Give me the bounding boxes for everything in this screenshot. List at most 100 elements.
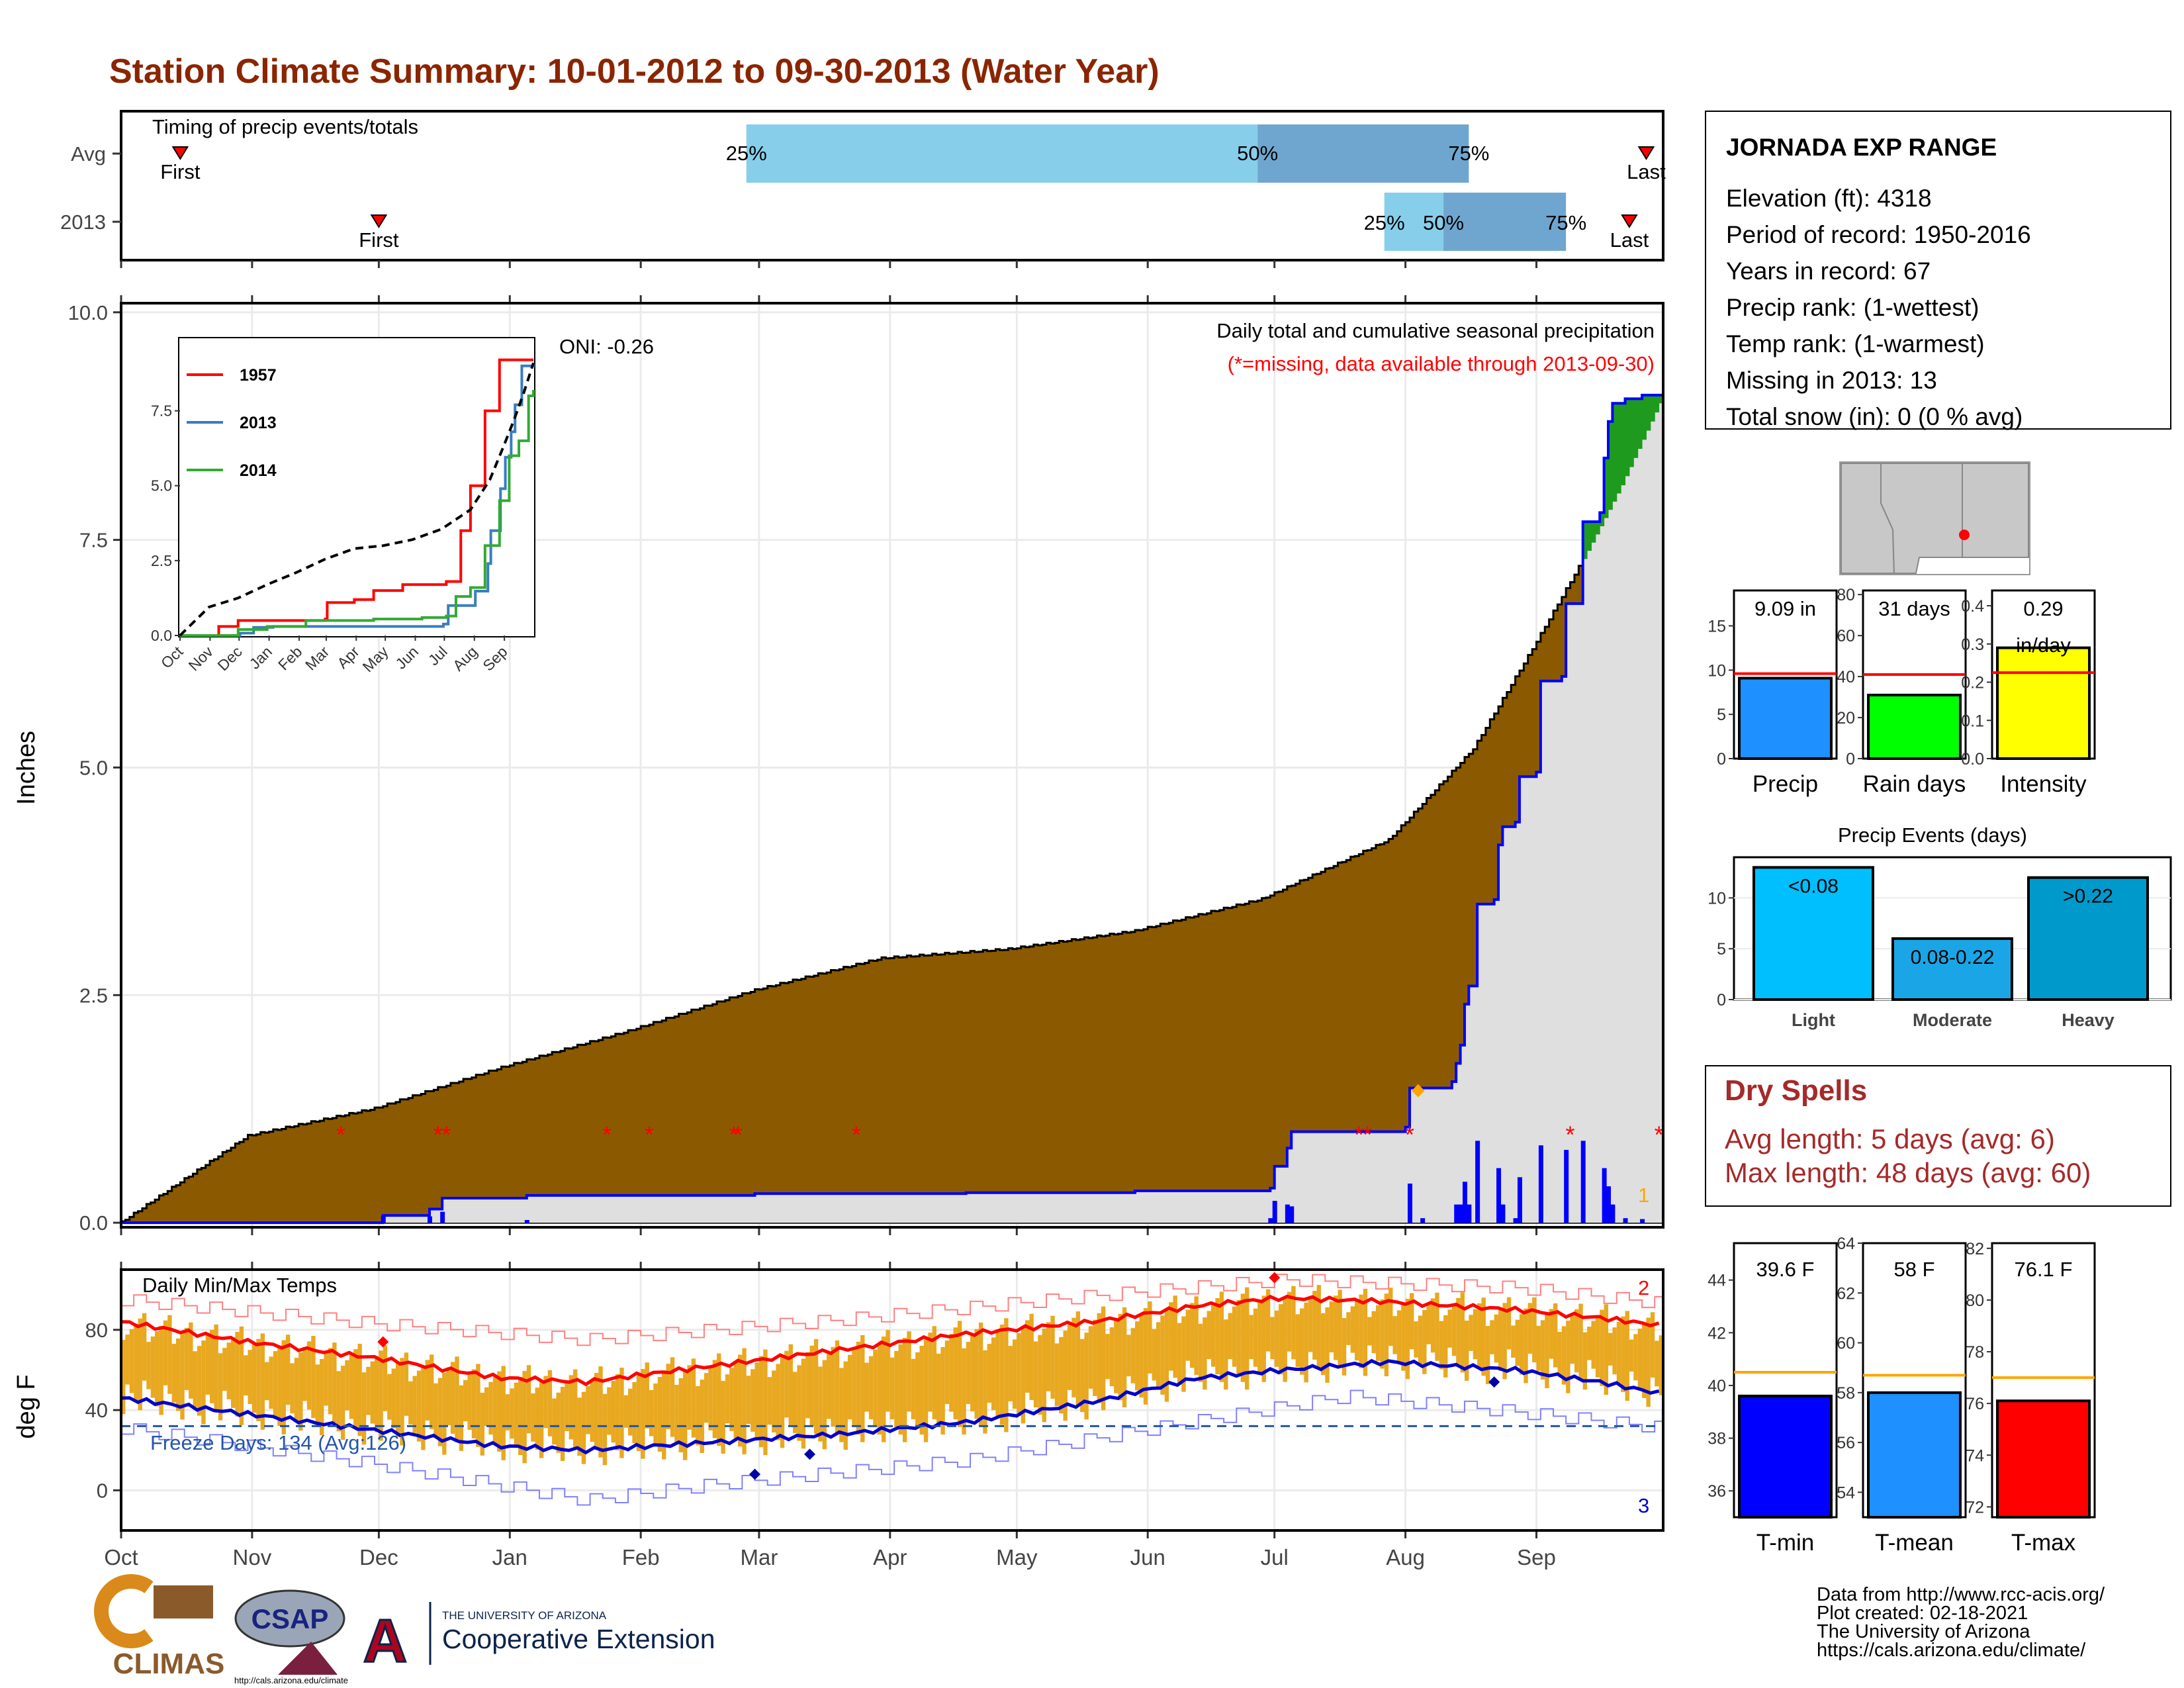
daily-temp-bar xyxy=(1021,1327,1026,1424)
daily-temp-bar xyxy=(902,1338,907,1442)
summary-value-bar xyxy=(1996,646,2091,760)
temp-record-marker xyxy=(377,1336,389,1348)
daily-temp-bar xyxy=(1126,1335,1131,1377)
daily-temp-bar xyxy=(1557,1331,1562,1376)
daily-temp-bar xyxy=(966,1342,971,1405)
missing-marker: * xyxy=(852,1121,861,1148)
first-event-marker xyxy=(171,146,189,160)
dry-spells-avg: Avg length: 5 days (avg: 6) xyxy=(1725,1123,2055,1154)
daily-temp-bar xyxy=(1042,1329,1046,1423)
daily-temp-bar xyxy=(1637,1329,1643,1389)
daily-temp-bar xyxy=(1561,1326,1567,1385)
daily-precip-bar xyxy=(1289,1206,1295,1223)
daily-temp-bar xyxy=(1025,1320,1030,1393)
dry-spells-max: Max length: 48 days (avg: 60) xyxy=(1725,1157,2091,1188)
credit-line: Data from http://www.rcc-acis.org/ xyxy=(1817,1584,2105,1605)
daily-temp-bar xyxy=(1371,1311,1376,1354)
temp-ylabel: deg F xyxy=(13,1374,40,1438)
above-average-fill xyxy=(1629,399,1634,467)
daily-temp-bar xyxy=(455,1356,459,1442)
daily-temp-bar xyxy=(1430,1298,1435,1353)
daily-temp-bar xyxy=(349,1354,354,1419)
temp-xtick-label: Jun xyxy=(1130,1545,1165,1570)
missing-marker: * xyxy=(1354,1121,1363,1148)
daily-temp-bar xyxy=(492,1376,498,1444)
daily-temp-bar xyxy=(226,1342,231,1399)
daily-temp-bar xyxy=(683,1372,688,1460)
daily-temp-bar xyxy=(868,1356,874,1420)
daily-temp-bar xyxy=(1291,1286,1296,1360)
daily-temp-bar xyxy=(1148,1301,1152,1374)
daily-precip-bar xyxy=(1500,1204,1506,1223)
dry-frame xyxy=(1705,1065,2171,1207)
temp-record-marker xyxy=(1488,1376,1500,1388)
daily-temp-bar xyxy=(269,1356,273,1409)
daily-temp-bar xyxy=(459,1385,464,1451)
daily-temp-bar xyxy=(1118,1313,1122,1401)
avg-tmax-line xyxy=(120,1294,1660,1387)
first-event-label: First xyxy=(359,228,399,252)
precip-rank-label: 1 xyxy=(1638,1184,1649,1207)
daily-temp-bar xyxy=(1249,1315,1253,1360)
daily-precip-bar xyxy=(440,1211,445,1223)
daily-temp-bar xyxy=(273,1351,278,1418)
daily-temp-bar xyxy=(1532,1297,1537,1363)
daily-precip-bar xyxy=(381,1215,386,1223)
precip-events-panel: Precip Events (days) 0 5 10 <0.08 Light 0.08-… xyxy=(1707,823,2172,1030)
daily-temp-bar xyxy=(991,1337,996,1411)
daily-temp-bar xyxy=(505,1394,510,1430)
above-average-fill xyxy=(1616,403,1621,494)
daily-temp-bar xyxy=(569,1375,574,1440)
summary-ytick-label: 40 xyxy=(1837,668,1855,686)
temp-xtick-label: Dec xyxy=(359,1545,398,1570)
summary-ytick-label: 10 xyxy=(1707,661,1726,680)
daily-temp-bar xyxy=(1485,1326,1490,1384)
daily-temp-bar xyxy=(818,1366,823,1442)
daily-temp-bar xyxy=(1304,1302,1308,1383)
daily-temp-bar xyxy=(915,1352,920,1427)
daily-temp-bar xyxy=(1334,1295,1338,1360)
events-category-label: Moderate xyxy=(1913,1010,1992,1030)
temp-ytick-label: 0 xyxy=(97,1479,108,1502)
daily-temp-bar xyxy=(1426,1304,1431,1344)
daily-temp-bar xyxy=(1012,1339,1017,1409)
above-average-fill xyxy=(1591,522,1596,543)
events-category-label: Light xyxy=(1792,1010,1835,1030)
daily-temp-bar xyxy=(645,1362,649,1429)
map-state-az xyxy=(1880,463,1963,574)
events-bar xyxy=(1752,866,1874,1002)
daily-temp-bar xyxy=(171,1344,176,1403)
summary-ytick-label: 60 xyxy=(1837,1335,1855,1353)
daily-temp-bar xyxy=(678,1378,684,1453)
daily-precip-bar xyxy=(1272,1201,1277,1223)
daily-temp-bar xyxy=(1350,1306,1355,1353)
summary-ytick-label: 0 xyxy=(1846,750,1855,769)
daily-temp-bar xyxy=(1245,1287,1250,1390)
daily-temp-bar xyxy=(1329,1301,1334,1352)
station-location-dot xyxy=(1959,530,1970,540)
daily-temp-bar xyxy=(543,1376,548,1429)
daily-temp-bar xyxy=(290,1363,295,1414)
daily-temp-bar xyxy=(1477,1303,1482,1368)
csap-logo: CSAP http://cals.arizona.edu/climate xyxy=(234,1589,348,1685)
timing-p75-label: 75% xyxy=(1448,142,1489,165)
daily-temp-bar xyxy=(1203,1317,1207,1390)
daily-temp-bar xyxy=(983,1350,987,1434)
daily-temp-bar xyxy=(311,1336,316,1419)
daily-temp-bar xyxy=(1600,1309,1604,1386)
inset-ytick-label: 0.0 xyxy=(151,627,172,644)
daily-temp-bar xyxy=(864,1362,869,1412)
daily-temp-bar xyxy=(598,1366,603,1458)
daily-temp-bar xyxy=(577,1397,582,1456)
daily-temp-bar xyxy=(729,1368,734,1431)
daily-temp-bar xyxy=(1540,1320,1545,1380)
daily-temp-bar xyxy=(1574,1309,1579,1373)
daily-temp-bar xyxy=(395,1363,400,1437)
daily-temp-bar xyxy=(1506,1297,1512,1350)
csap-mountain-icon xyxy=(278,1642,338,1675)
daily-temp-bar xyxy=(628,1388,633,1436)
climas-text: CLIMAS xyxy=(113,1648,225,1680)
credit-line: https://cals.arizona.edu/climate/ xyxy=(1817,1640,2086,1661)
above-average-fill xyxy=(1621,403,1626,486)
daily-temp-bar xyxy=(285,1335,291,1405)
